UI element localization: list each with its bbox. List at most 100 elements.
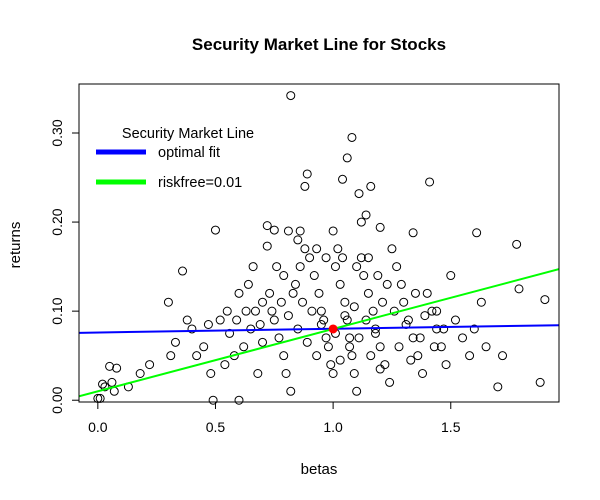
data-point <box>446 271 456 281</box>
data-point <box>208 395 218 405</box>
data-point <box>145 360 155 370</box>
y-tick-label: 0.00 <box>49 386 65 413</box>
data-point <box>316 306 326 316</box>
data-point <box>234 395 244 405</box>
data-point <box>276 297 286 307</box>
data-point <box>302 169 312 179</box>
data-point <box>392 262 402 272</box>
legend-label-riskfree: riskfree=0.01 <box>158 175 242 191</box>
x-axis-label: betas <box>301 461 338 478</box>
data-point <box>309 271 319 281</box>
data-point <box>307 306 317 316</box>
data-point <box>267 306 277 316</box>
data-point <box>300 181 310 191</box>
data-point <box>295 262 305 272</box>
data-point <box>269 315 279 325</box>
data-point <box>540 295 550 305</box>
data-point <box>335 355 345 365</box>
data-point <box>112 363 122 373</box>
data-point <box>356 217 366 227</box>
data-point <box>293 235 303 245</box>
data-point <box>366 181 376 191</box>
data-point <box>498 351 508 361</box>
data-point <box>199 342 209 352</box>
y-tick-label: 0.10 <box>49 297 65 324</box>
data-point <box>363 253 373 263</box>
highlight-point <box>328 324 338 334</box>
data-point <box>361 210 371 220</box>
data-point <box>220 360 230 370</box>
data-point <box>432 324 442 334</box>
data-point <box>345 342 355 352</box>
data-point <box>465 351 475 361</box>
data-point <box>338 174 348 184</box>
data-point <box>279 351 289 361</box>
data-point <box>300 244 310 254</box>
data-point <box>328 226 338 236</box>
data-point <box>335 279 345 289</box>
data-point <box>356 253 366 263</box>
data-point <box>345 333 355 343</box>
riskfree-line <box>79 268 559 398</box>
data-point <box>250 306 260 316</box>
data-point <box>450 315 460 325</box>
data-point <box>255 320 265 330</box>
data-point <box>408 333 418 343</box>
x-tick-label: 0.5 <box>206 419 226 435</box>
data-point <box>163 297 173 307</box>
data-point <box>403 315 413 325</box>
data-point <box>305 253 315 263</box>
data-point <box>262 241 272 251</box>
data-point <box>340 297 350 307</box>
data-point <box>396 279 406 289</box>
data-point <box>295 226 305 236</box>
data-point <box>375 342 385 352</box>
data-point <box>258 337 268 347</box>
data-point <box>380 360 390 370</box>
data-point <box>215 315 225 325</box>
data-point <box>330 262 340 272</box>
data-point <box>352 386 362 396</box>
data-point <box>272 262 282 272</box>
data-point <box>290 279 300 289</box>
data-point <box>239 342 249 352</box>
data-point <box>232 315 242 325</box>
optimal-fit-line <box>79 324 559 334</box>
data-point <box>328 368 338 378</box>
data-point <box>458 333 468 343</box>
data-point <box>342 153 352 163</box>
data-point <box>265 288 275 298</box>
data-point <box>243 279 253 289</box>
data-point <box>359 271 369 281</box>
data-point <box>326 360 336 370</box>
data-point <box>312 244 322 254</box>
data-point <box>375 364 385 374</box>
legend-title: Security Market Line <box>122 126 254 142</box>
data-point <box>354 189 364 199</box>
data-point <box>323 342 333 352</box>
data-point <box>98 379 108 389</box>
data-point <box>312 351 322 361</box>
data-point <box>493 382 503 392</box>
data-point <box>370 328 380 338</box>
data-point <box>283 311 293 321</box>
data-point <box>279 271 289 281</box>
data-point <box>262 221 272 231</box>
data-point <box>399 297 409 307</box>
x-tick-label: 1.5 <box>441 419 461 435</box>
data-point <box>382 279 392 289</box>
data-point <box>206 368 216 378</box>
data-point <box>413 351 423 361</box>
data-point <box>408 228 418 238</box>
data-point <box>415 333 425 343</box>
data-point <box>105 361 115 371</box>
chart-title: Security Market Line for Stocks <box>192 35 446 54</box>
data-point <box>378 297 388 307</box>
data-point <box>342 315 352 325</box>
data-point <box>429 342 439 352</box>
data-point <box>436 342 446 352</box>
data-point <box>281 368 291 378</box>
data-point <box>286 386 296 396</box>
data-point <box>274 333 284 343</box>
y-tick-label: 0.30 <box>49 119 65 146</box>
